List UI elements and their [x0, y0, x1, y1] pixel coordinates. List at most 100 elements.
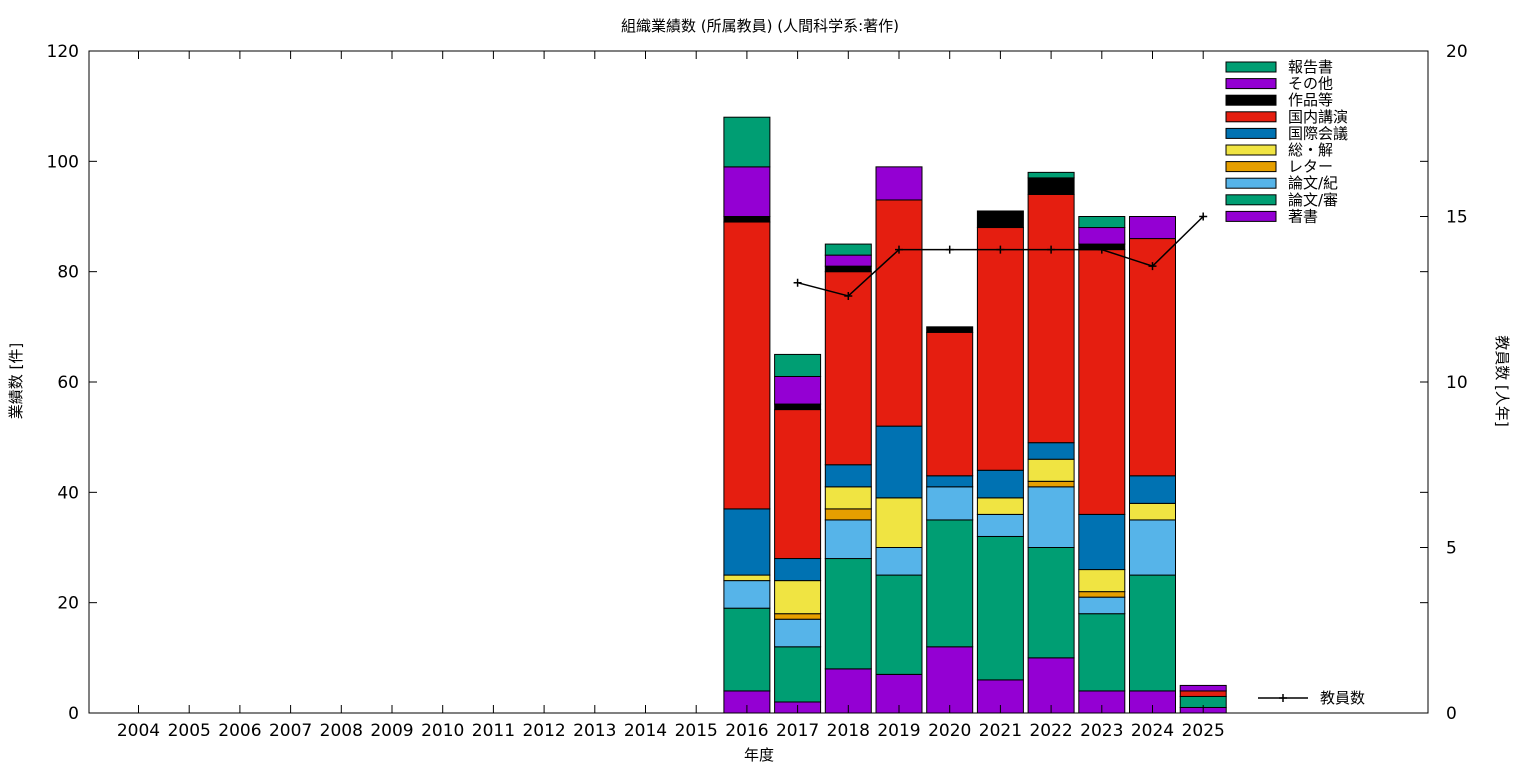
legend-swatch-7 — [1225, 94, 1277, 106]
bar-segment-2017-5 — [774, 558, 822, 582]
bar-segment-2023-8 — [1078, 227, 1126, 245]
bar-segment-2024-4 — [1129, 502, 1176, 521]
legend-swatch-1 — [1225, 194, 1277, 206]
y2-axis-label: 教員数 [人年] — [1493, 335, 1511, 426]
x-tick-label: 2006 — [218, 721, 261, 741]
bar-segment-2018-7 — [824, 265, 872, 273]
chart-title: 組織業績数 (所属教員) (人間科学系:著作) — [621, 17, 899, 35]
bar-segment-2025-6 — [1179, 690, 1227, 697]
y-tick-label: 60 — [57, 373, 79, 393]
staff-count-point-2021 — [996, 245, 1005, 254]
bar-segment-2022-2 — [1027, 486, 1075, 549]
x-tick-label: 2012 — [522, 721, 565, 741]
bar-segment-2016-8 — [723, 166, 771, 218]
bar-segment-2018-8 — [824, 254, 872, 267]
x-tick-label: 2020 — [928, 721, 971, 741]
bar-segment-2019-6 — [875, 199, 923, 427]
bar-segment-2017-1 — [774, 646, 822, 703]
x-tick-label: 2008 — [320, 721, 363, 741]
x-tick-label: 2014 — [624, 721, 667, 741]
legend-swatch-5 — [1225, 127, 1277, 139]
legend-label: 国際会議 — [1288, 124, 1348, 142]
bar-segment-2022-3 — [1027, 480, 1075, 488]
bar-segment-2019-4 — [875, 497, 923, 549]
legend-line-marker — [1279, 694, 1287, 702]
legend-swatch-6 — [1225, 111, 1277, 123]
x-tick-label: 2009 — [370, 721, 413, 741]
bar-segment-2018-4 — [824, 486, 872, 510]
x-tick-label: 2021 — [979, 721, 1022, 741]
y2-tick-label: 15 — [1446, 208, 1468, 228]
legend-label: レター — [1288, 158, 1333, 176]
bar-segment-2021-4 — [976, 497, 1024, 515]
bar-segment-2024-6 — [1129, 238, 1176, 477]
bar-segment-2021-7 — [976, 210, 1024, 229]
legend-label: 論文/審 — [1288, 191, 1338, 209]
bar-segment-2017-9 — [774, 353, 822, 377]
x-tick-label: 2024 — [1131, 721, 1174, 741]
bar-segment-2023-4 — [1078, 569, 1126, 593]
y-tick-label: 20 — [57, 594, 79, 614]
bar-segment-2024-2 — [1129, 519, 1176, 576]
x-tick-label: 2010 — [421, 721, 464, 741]
bar-segment-2022-5 — [1027, 442, 1075, 460]
bar-segment-2022-0 — [1027, 657, 1075, 714]
y-tick-label: 80 — [57, 263, 79, 283]
x-axis-label: 年度 — [744, 746, 774, 764]
bars-layer — [723, 116, 1227, 714]
legend-label: 論文/紀 — [1288, 174, 1338, 192]
bar-segment-2020-0 — [926, 646, 974, 714]
staff-count-point-2018 — [844, 291, 853, 300]
staff-count-point-2025 — [1199, 212, 1208, 221]
legend-label: 著書 — [1288, 207, 1318, 225]
bar-segment-2017-6 — [774, 409, 822, 560]
staff-count-point-2024 — [1148, 262, 1157, 271]
bar-segment-2016-4 — [723, 574, 771, 582]
bar-segment-2019-8 — [875, 166, 923, 201]
bar-segment-2020-7 — [926, 326, 974, 333]
x-tick-label: 2017 — [776, 721, 819, 741]
staff-count-point-2022 — [1047, 245, 1056, 254]
bar-segment-2017-3 — [774, 613, 822, 620]
bar-segment-2017-2 — [774, 618, 822, 648]
bar-segment-2022-6 — [1027, 193, 1075, 444]
legend-label: 作品等 — [1288, 91, 1333, 109]
y2-tick-label: 10 — [1446, 373, 1468, 393]
bar-segment-2016-7 — [723, 216, 771, 223]
bar-segment-2016-2 — [723, 580, 771, 609]
y-tick-label: 120 — [47, 42, 79, 62]
bar-segment-2019-5 — [875, 425, 923, 499]
legend-swatch-2 — [1225, 177, 1277, 189]
legend-label: その他 — [1288, 75, 1333, 93]
bar-segment-2018-1 — [824, 558, 872, 670]
y2-tick-label: 5 — [1446, 539, 1457, 559]
x-tick-label: 2016 — [725, 721, 768, 741]
bar-segment-2021-1 — [976, 535, 1024, 681]
legend-label: 総・解 — [1288, 141, 1333, 159]
bar-segment-2017-8 — [774, 375, 822, 405]
bar-segment-2017-7 — [774, 403, 822, 411]
bar-segment-2022-1 — [1027, 547, 1075, 659]
bar-segment-2023-3 — [1078, 591, 1126, 598]
bar-segment-2020-6 — [926, 331, 974, 477]
x-tick-label: 2005 — [168, 721, 211, 741]
legend-label: 国内講演 — [1288, 108, 1348, 126]
y-axis-label: 業績数 [件] — [7, 343, 25, 419]
bar-segment-2021-2 — [976, 513, 1024, 537]
x-tick-label: 2023 — [1080, 721, 1123, 741]
bar-segment-2024-5 — [1129, 475, 1176, 504]
x-tick-label: 2018 — [827, 721, 870, 741]
bar-segment-2018-3 — [824, 508, 872, 521]
x-tick-label: 2013 — [573, 721, 616, 741]
bar-segment-2022-7 — [1027, 177, 1075, 195]
legend-swatch-4 — [1225, 144, 1277, 156]
x-tick-label: 2007 — [269, 721, 312, 741]
bar-segment-2018-2 — [824, 519, 872, 560]
x-tick-label: 2019 — [877, 721, 920, 741]
legend-swatch-3 — [1225, 161, 1277, 173]
x-tick-label: 2011 — [472, 721, 515, 741]
staff-count-point-2023 — [1097, 245, 1106, 254]
y2-tick-label: 0 — [1446, 704, 1457, 724]
